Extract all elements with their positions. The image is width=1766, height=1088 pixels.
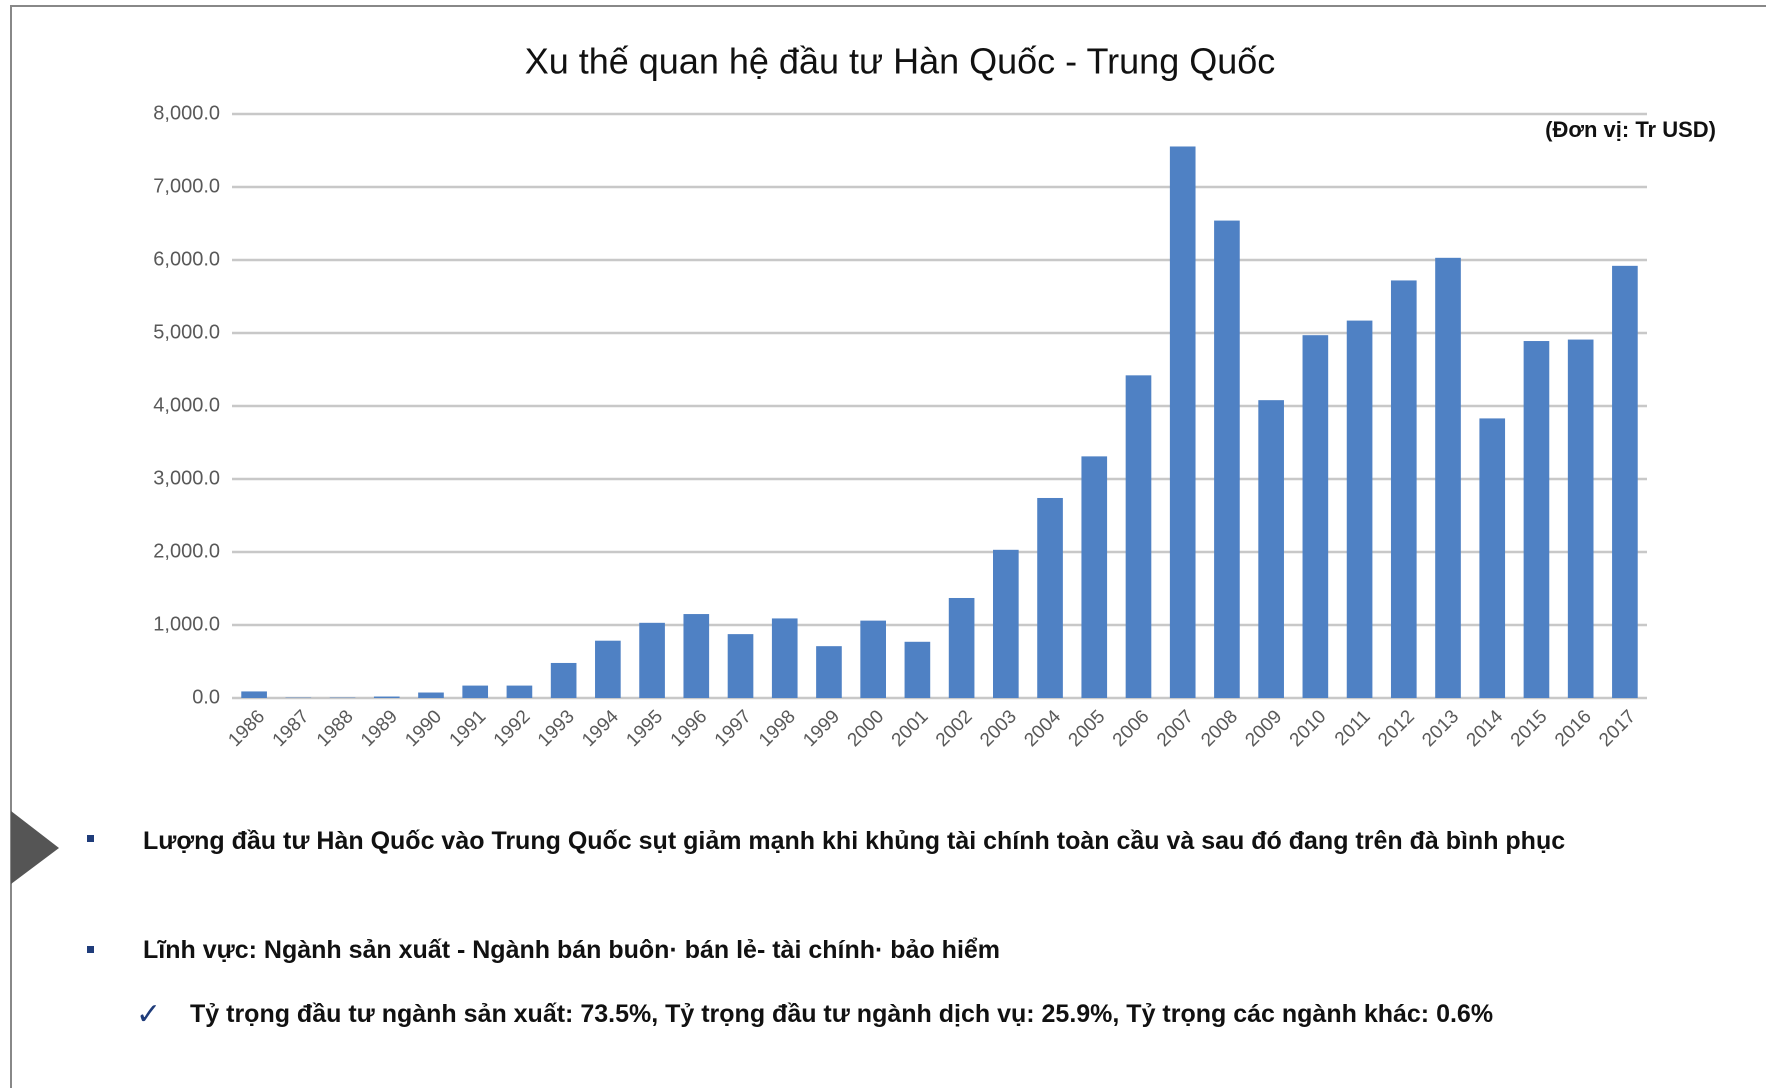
bar <box>948 597 975 698</box>
bar <box>1258 400 1284 698</box>
x-tick-label: 2012 <box>1374 706 1419 751</box>
x-tick-label: 1990 <box>401 706 446 751</box>
bar <box>1346 320 1373 698</box>
arrow-marker <box>11 811 59 884</box>
note: Lượng đầu tư Hàn Quốc vào Trung Quốc sụt… <box>143 827 1566 855</box>
bar <box>1567 339 1594 698</box>
bar <box>1125 375 1152 698</box>
x-tick-label: 1989 <box>357 706 402 751</box>
bar <box>993 549 1019 698</box>
bar <box>904 641 931 698</box>
unit-note: (Đơn vị: Tr USD) <box>1545 117 1716 142</box>
x-tick-label: 2007 <box>1153 706 1198 751</box>
bar <box>550 662 577 698</box>
x-tick-label: 1988 <box>313 706 358 751</box>
x-tick-label: 2017 <box>1595 706 1640 751</box>
y-tick-label: 6,000.0 <box>153 248 220 270</box>
bar <box>1037 497 1063 698</box>
y-tick-label: 8,000.0 <box>153 102 220 124</box>
note: Lĩnh vực: Ngành sản xuất - Ngành bán buô… <box>143 936 1001 964</box>
y-tick-label: 3,000.0 <box>153 467 220 489</box>
bar <box>771 618 798 698</box>
bar <box>373 696 400 698</box>
x-tick-label: 2006 <box>1109 706 1154 751</box>
x-tick-label: 1993 <box>534 706 579 751</box>
chart-title: Xu thế quan hệ đầu tư Hàn Quốc - Trung Q… <box>525 41 1276 82</box>
bar <box>1523 341 1550 698</box>
y-tick-label: 7,000.0 <box>153 175 220 197</box>
x-tick-label: 2010 <box>1286 706 1331 751</box>
x-tick-label: 2016 <box>1551 706 1596 751</box>
x-tick-label: 1991 <box>446 706 491 751</box>
bar <box>639 622 665 698</box>
x-tick-label: 1997 <box>711 706 756 751</box>
y-tick-label: 5,000.0 <box>153 321 220 343</box>
bar <box>860 620 886 698</box>
x-tick-label: 2004 <box>1020 706 1065 751</box>
x-tick-label: 2003 <box>976 706 1021 751</box>
bar <box>1302 335 1329 698</box>
bar <box>1612 265 1638 698</box>
x-tick-label: 1996 <box>667 706 712 751</box>
x-tick-label: 2000 <box>844 706 889 751</box>
bullet <box>87 835 94 842</box>
x-tick-label: 2001 <box>888 706 933 751</box>
bar <box>241 691 267 698</box>
bar <box>418 692 444 698</box>
bar <box>595 640 621 698</box>
x-tick-label: 2002 <box>932 706 977 751</box>
bar <box>1214 220 1240 698</box>
bar <box>683 614 710 698</box>
frame <box>10 5 1766 1088</box>
y-tick-label: 2,000.0 <box>153 540 220 562</box>
y-tick-label: 0.0 <box>192 686 220 708</box>
check-icon: ✓ <box>136 998 161 1031</box>
x-tick-label: 1992 <box>490 706 535 751</box>
y-tick-label: 1,000.0 <box>153 613 220 635</box>
bar <box>727 634 754 698</box>
bullet <box>87 946 94 953</box>
x-tick-label: 1995 <box>622 706 667 751</box>
bar <box>1390 280 1417 698</box>
bar <box>816 646 842 698</box>
x-tick-label: 2008 <box>1197 706 1242 751</box>
x-tick-label: 2011 <box>1331 706 1375 750</box>
x-tick-label: 2009 <box>1241 706 1286 751</box>
bar <box>1479 418 1506 698</box>
bar <box>1435 257 1461 698</box>
note: Tỷ trọng đầu tư ngành sản xuất: 73.5%, T… <box>190 1000 1494 1028</box>
bar <box>506 685 533 698</box>
x-tick-label: 1986 <box>224 706 269 751</box>
x-tick-label: 2005 <box>1065 706 1110 751</box>
bar <box>1169 146 1196 699</box>
x-tick-label: 1994 <box>578 706 623 751</box>
bar <box>462 685 489 698</box>
x-tick-label: 2014 <box>1463 706 1508 751</box>
y-tick-label: 4,000.0 <box>153 394 220 416</box>
x-tick-label: 1999 <box>799 706 844 751</box>
x-tick-label: 2015 <box>1507 706 1552 751</box>
x-tick-label: 1998 <box>755 706 800 751</box>
x-tick-label: 2013 <box>1418 706 1463 751</box>
x-tick-label: 1987 <box>269 706 314 751</box>
bar <box>1081 456 1108 698</box>
